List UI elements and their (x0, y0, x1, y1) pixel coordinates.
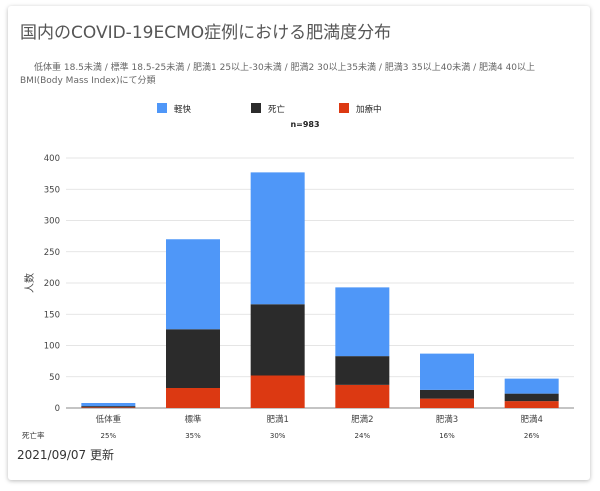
legend-label: 死亡 (268, 104, 286, 115)
legend-swatch (339, 103, 349, 113)
mortality-value: 30% (270, 432, 286, 440)
legend-swatch (157, 103, 167, 113)
bar-segment (166, 388, 220, 408)
y-tick-label: 0 (55, 404, 60, 414)
y-tick-label: 50 (49, 373, 60, 383)
x-tick-label: 低体重 (96, 414, 122, 425)
bar-segment (335, 384, 390, 408)
bar-segment (420, 389, 474, 399)
bar-segment (81, 407, 136, 408)
x-tick-label: 肥満1 (266, 415, 288, 425)
legend-label: 加療中 (356, 104, 382, 115)
chart-bars (81, 172, 559, 408)
updated-date: 2021/09/07 更新 (17, 448, 114, 462)
bar-segment (420, 353, 474, 390)
mortality-row-label: 死亡率 (22, 430, 45, 440)
y-axis-label: 人数 (23, 273, 36, 293)
chart-title: 国内のCOVID-19ECMO症例における肥満度分布 (20, 23, 392, 43)
mortality-value: 35% (185, 432, 201, 440)
sample-size-label: n=983 (290, 120, 319, 129)
x-tick-label: 肥満3 (436, 415, 458, 425)
x-tick-label: 肥満2 (351, 415, 373, 425)
y-tick-label: 300 (44, 217, 60, 227)
bar-segment (250, 304, 305, 376)
bar-segment (166, 239, 220, 330)
bar-segment (250, 172, 305, 305)
y-axis: 0 50 100 150 200 250 300 350 400 (44, 154, 60, 414)
y-tick-label: 250 (44, 248, 60, 258)
y-tick-label: 150 (44, 310, 60, 320)
chart-gridlines (66, 157, 574, 409)
bar-segment (335, 287, 390, 357)
bar-segment (81, 406, 136, 408)
chart-legend: 軽快 死亡 加療中 (157, 103, 382, 115)
x-tick-label: 肥満4 (520, 415, 542, 425)
bar-segment (335, 356, 390, 385)
bar-segment (504, 393, 559, 402)
y-tick-label: 350 (44, 185, 60, 195)
bar-segment (420, 398, 474, 408)
y-tick-label: 100 (44, 342, 60, 352)
x-axis: 低体重 標準 肥満1 肥満2 肥満3 肥満4 (96, 414, 543, 425)
mortality-row: 25% 35% 30% 24% 16% 26% (101, 432, 540, 440)
bar-segment (81, 403, 136, 407)
mortality-value: 25% (101, 432, 117, 440)
legend-swatch (251, 103, 261, 113)
legend-label: 軽快 (174, 104, 192, 115)
bar-segment (504, 401, 559, 408)
y-tick-label: 200 (44, 279, 60, 289)
chart-subtitle: 低体重 18.5未満 / 標準 18.5-25未満 / 肥満1 25以上-30未… (20, 63, 545, 86)
y-tick-label: 400 (44, 154, 60, 164)
mortality-value: 24% (355, 432, 371, 440)
x-tick-label: 標準 (184, 414, 202, 425)
bar-segment (504, 378, 559, 394)
bar-segment (250, 375, 305, 408)
mortality-value: 26% (524, 432, 540, 440)
bar-segment (166, 329, 220, 388)
mortality-value: 16% (439, 432, 455, 440)
